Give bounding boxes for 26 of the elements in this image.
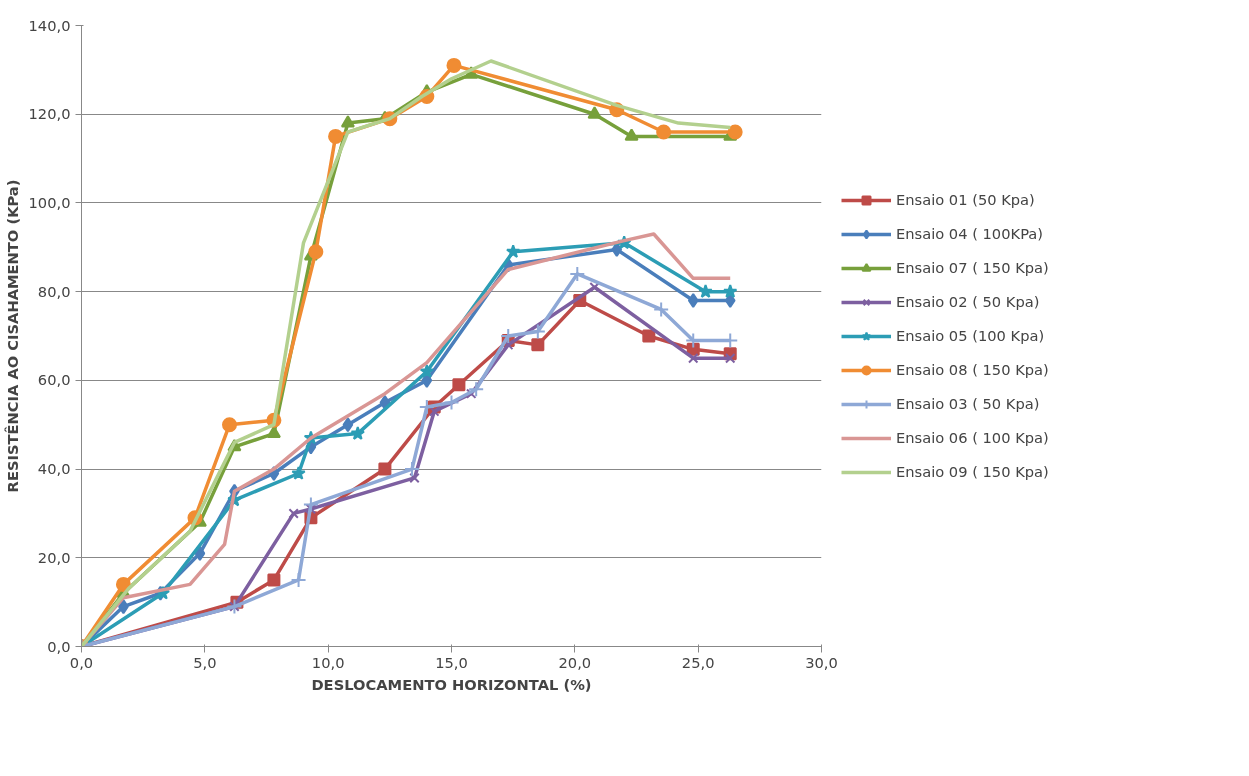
y-tick-label: 40,0 bbox=[37, 460, 71, 478]
x-axis-title: DESLOCAMENTO HORIZONTAL (%) bbox=[311, 675, 592, 693]
x-tick-label: 15,0 bbox=[435, 653, 468, 671]
y-tick-label: 140,0 bbox=[28, 16, 71, 34]
legend-label: Ensaio 08 ( 150 Kpa) bbox=[896, 361, 1049, 378]
x-tick-label: 0,0 bbox=[69, 653, 94, 671]
y-tick-label: 60,0 bbox=[37, 371, 71, 389]
x-tick-label: 10,0 bbox=[311, 653, 345, 671]
x-tick-label: 30,0 bbox=[805, 653, 838, 671]
x-tick-label: 5,0 bbox=[193, 653, 217, 671]
y-tick-label: 80,0 bbox=[37, 282, 71, 300]
legend-label: Ensaio 07 ( 150 Kpa) bbox=[896, 259, 1049, 276]
y-axis-title: RESISTÊNCIA AO CISAHAMENTO (KPa) bbox=[3, 179, 21, 493]
y-tick-label: 20,0 bbox=[37, 548, 71, 566]
legend-label: Ensaio 01 (50 Kpa) bbox=[896, 191, 1035, 208]
legend-label: Ensaio 04 ( 100KPa) bbox=[896, 225, 1044, 242]
legend-label: Ensaio 03 ( 50 Kpa) bbox=[896, 395, 1040, 412]
legend-label: Ensaio 06 ( 100 Kpa) bbox=[896, 429, 1049, 446]
x-tick-label: 20,0 bbox=[558, 653, 592, 671]
x-tick-label: 25,0 bbox=[681, 653, 715, 671]
y-tick-label: 120,0 bbox=[28, 105, 71, 123]
y-tick-label: 0,0 bbox=[47, 637, 71, 655]
legend-label: Ensaio 02 ( 50 Kpa) bbox=[896, 293, 1040, 310]
y-tick-label: 100,0 bbox=[28, 193, 71, 211]
legend-label: Ensaio 05 (100 Kpa) bbox=[896, 327, 1045, 344]
legend-label: Ensaio 09 ( 150 Kpa) bbox=[896, 463, 1049, 480]
